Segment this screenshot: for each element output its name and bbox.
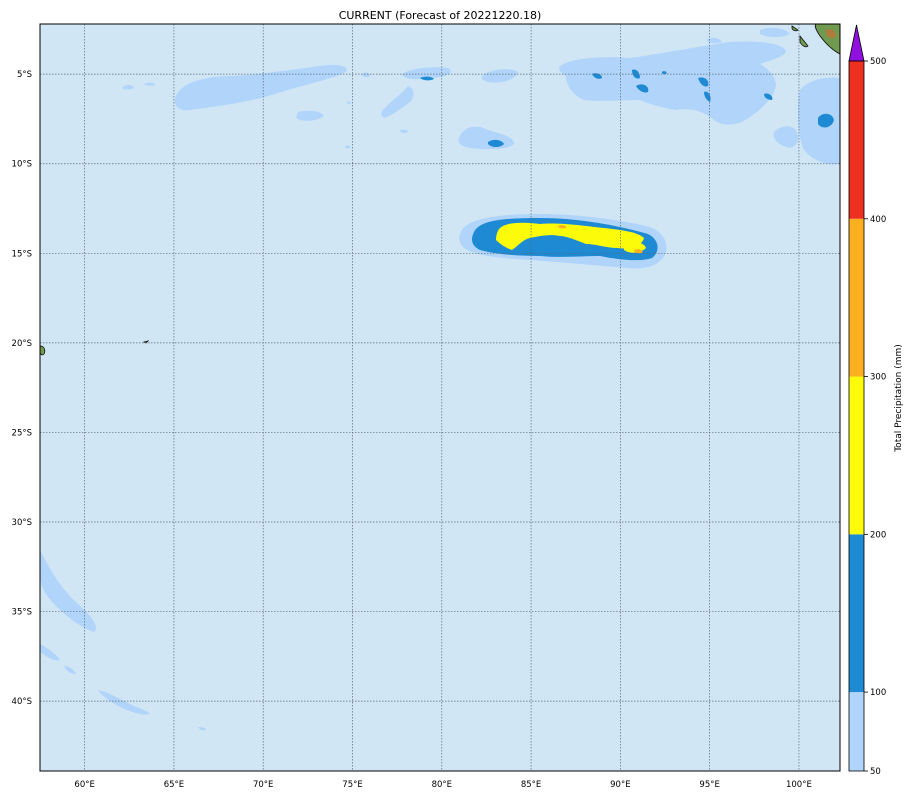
map-frame: [39, 23, 841, 772]
colorbar-extend-arrow: [848, 24, 865, 62]
lon-tick-label: 65°E: [164, 780, 184, 790]
lon-tick-label: 80°E: [432, 780, 452, 790]
colorbar-level-50-100: [849, 692, 864, 771]
lat-tick-label: 15°S: [12, 249, 32, 259]
lon-tick-label: 70°E: [253, 780, 273, 790]
colorbar-level-300-400: [849, 218, 864, 377]
ocean-background: [40, 24, 840, 771]
lat-tick-label: 25°S: [12, 428, 32, 438]
lat-tick-label: 30°S: [12, 518, 32, 528]
colorbar-tick-label: 50: [870, 767, 881, 777]
longitude-tick-labels: 60°E 65°E 70°E 75°E 80°E 85°E 90°E 95°E 100°E: [74, 780, 811, 790]
colorbar-frame: [848, 60, 865, 772]
lon-tick-label: 90°E: [610, 780, 630, 790]
lat-tick-label: 35°S: [12, 608, 32, 618]
colorbar-tick-label: 500: [870, 57, 886, 67]
colorbar-tick-label: 100: [870, 688, 886, 698]
lat-tick-label: 40°S: [12, 697, 32, 707]
land-masses: [40, 24, 840, 356]
lat-tick-label: 20°S: [12, 339, 32, 349]
precip-300-400-areas: [558, 225, 643, 254]
colorbar: 50 100 200 300 400 500: [848, 24, 886, 777]
colorbar-tick-label: 400: [870, 215, 886, 225]
colorbar-level-200-300: [849, 376, 864, 535]
lat-tick-label: 5°S: [17, 70, 32, 80]
lon-tick-label: 95°E: [699, 780, 719, 790]
lon-tick-label: 85°E: [521, 780, 541, 790]
lon-tick-label: 75°E: [342, 780, 362, 790]
figure-title: CURRENT (Forecast of 20221220.18): [339, 9, 542, 22]
colorbar-tick-label: 300: [870, 373, 886, 383]
map-panel: 60°E 65°E 70°E 75°E 80°E 85°E 90°E 95°E 100°E 5°…: [12, 23, 841, 790]
lon-tick-label: 100°E: [786, 780, 812, 790]
colorbar-level-100-200: [849, 534, 864, 693]
lon-tick-label: 60°E: [74, 780, 94, 790]
precipitation-layer: [40, 24, 840, 731]
colorbar-label: Total Precipitation (mm): [894, 344, 904, 453]
latitude-tick-labels: 5°S 10°S 15°S 20°S 25°S 30°S 35°S 40°S: [12, 70, 32, 707]
colorbar-level-400-500: [849, 61, 864, 219]
gridlines: [40, 24, 840, 771]
colorbar-tick-label: 200: [870, 530, 886, 540]
lat-tick-label: 10°S: [12, 160, 32, 170]
